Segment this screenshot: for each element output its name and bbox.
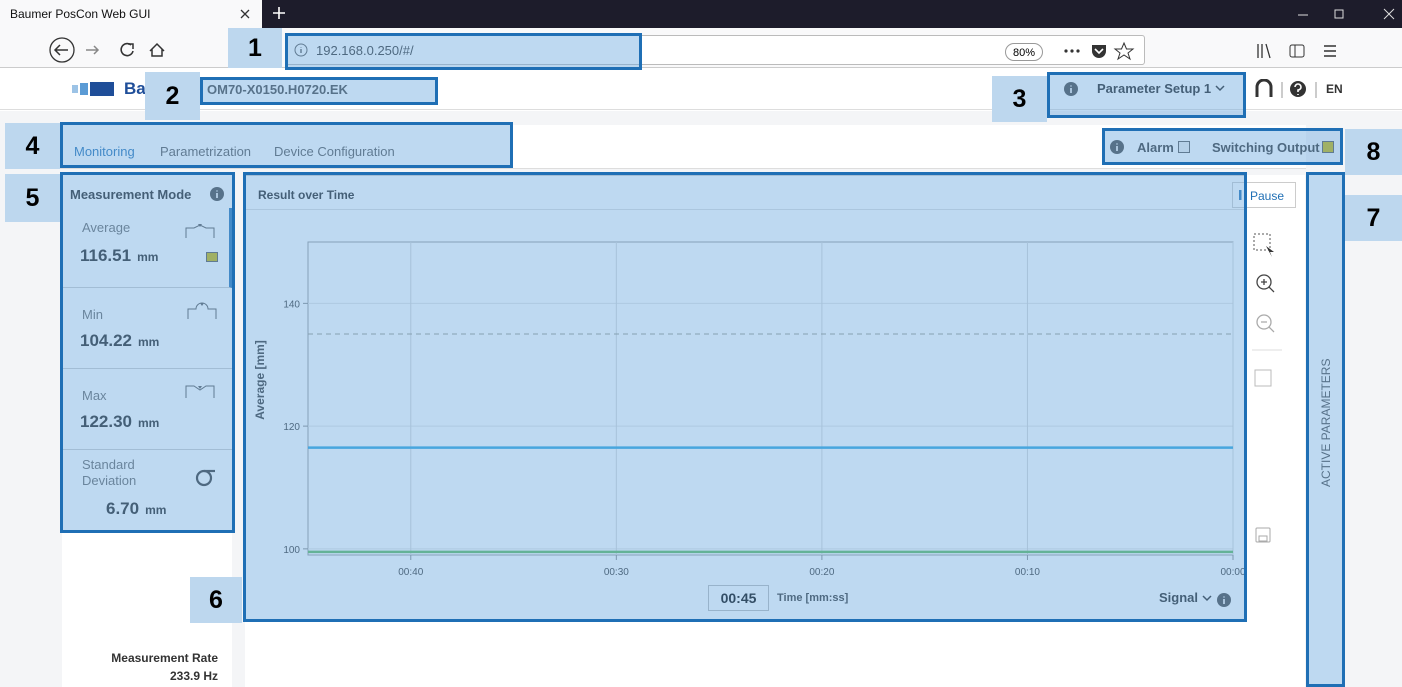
mode-value: 6.70 mm bbox=[106, 499, 166, 519]
x-tick-label: 00:20 bbox=[809, 567, 834, 578]
info-icon bbox=[1064, 82, 1078, 96]
callout-number: 3 bbox=[992, 76, 1047, 122]
callout-number: 2 bbox=[145, 72, 200, 120]
logo-mark bbox=[72, 82, 114, 96]
panel-title: Measurement Mode bbox=[70, 187, 192, 202]
browser-tab[interactable]: Baumer PosCon Web GUI bbox=[0, 0, 262, 28]
callout-box bbox=[60, 172, 235, 533]
info-icon bbox=[210, 187, 224, 201]
nav-buttons[interactable] bbox=[48, 36, 178, 64]
value: 116.51 bbox=[80, 246, 132, 265]
callout-box bbox=[1306, 172, 1345, 687]
unit: mm bbox=[137, 250, 159, 264]
mode-value: 116.51 mm bbox=[80, 246, 158, 266]
y-tick-label: 140 bbox=[283, 299, 300, 310]
callout-number: 7 bbox=[1345, 195, 1402, 241]
device-name: OM70-X0150.H0720.EK bbox=[207, 82, 348, 97]
mode-item[interactable]: Standard Deviation 6.70 mm bbox=[62, 451, 232, 533]
mode-label: Max bbox=[82, 388, 107, 403]
tab-strip: Monitoring Parametrization Device Config… bbox=[60, 125, 1306, 169]
mode-value: 122.30 mm bbox=[80, 412, 159, 432]
zoom-badge[interactable]: 80% bbox=[1005, 43, 1043, 61]
window-controls[interactable] bbox=[1290, 6, 1400, 22]
alarm-indicator bbox=[1178, 141, 1190, 153]
active-parameters-bar[interactable]: ACTIVE PARAMETERS bbox=[1308, 175, 1344, 687]
tab-close[interactable] bbox=[240, 9, 250, 19]
callout-box bbox=[285, 33, 642, 70]
mode-icon bbox=[185, 385, 215, 398]
tab-title: Baumer PosCon Web GUI bbox=[10, 7, 151, 21]
x-tick-label: 00:10 bbox=[1015, 567, 1040, 578]
unit: mm bbox=[145, 503, 167, 517]
alarm-label: Alarm bbox=[1137, 140, 1174, 155]
signal-icons bbox=[1202, 593, 1231, 607]
callout-number: 1 bbox=[228, 28, 282, 68]
language[interactable]: EN bbox=[1326, 82, 1343, 96]
callout-box bbox=[1102, 128, 1343, 165]
callout-box bbox=[60, 122, 513, 168]
x-tick-label: 00:30 bbox=[604, 567, 629, 578]
mode-item[interactable]: Min 104.22 mm bbox=[62, 289, 232, 369]
unit: mm bbox=[138, 335, 160, 349]
y-tick-label: 120 bbox=[283, 422, 300, 433]
callout-number: 4 bbox=[5, 123, 60, 169]
callout-number: 6 bbox=[190, 577, 242, 623]
mode-value: 104.22 mm bbox=[80, 331, 159, 351]
switch-indicator bbox=[206, 252, 218, 262]
value: 6.70 bbox=[106, 499, 140, 518]
callout-box bbox=[243, 172, 1247, 622]
info-icon bbox=[1110, 140, 1124, 154]
callout-number: 5 bbox=[5, 174, 60, 222]
url-bar[interactable]: 192.168.0.250/#/ bbox=[285, 35, 1145, 65]
value: 104.22 bbox=[80, 331, 132, 350]
mode-label: Average bbox=[82, 220, 131, 235]
x-tick-label: 00:40 bbox=[398, 567, 423, 578]
chart-title: Result over Time bbox=[258, 188, 355, 202]
mode-label: Min bbox=[82, 307, 103, 322]
unit: mm bbox=[138, 416, 160, 430]
pause-label: Pause bbox=[1250, 189, 1285, 203]
rate-label: Measurement Rate bbox=[111, 651, 218, 665]
time-window[interactable]: 00:45 bbox=[708, 585, 769, 611]
info-icon bbox=[294, 43, 308, 57]
chart-tools[interactable] bbox=[1252, 232, 1282, 552]
rate-value: 233.9 Hz bbox=[169, 669, 218, 683]
mode-icon bbox=[187, 302, 217, 319]
dropdown-caret bbox=[1215, 85, 1225, 92]
header-icons[interactable] bbox=[1254, 79, 1364, 99]
switching-output-indicator bbox=[1322, 141, 1334, 153]
value: 122.30 bbox=[80, 412, 132, 431]
sigma-icon bbox=[195, 469, 215, 487]
chart-card: Result over Time bbox=[245, 175, 1245, 620]
url-text: 192.168.0.250/#/ bbox=[316, 43, 414, 58]
parameter-setup[interactable]: Parameter Setup 1 bbox=[1097, 81, 1212, 96]
callout-box bbox=[200, 77, 438, 105]
signal-selector[interactable]: Signal bbox=[1159, 590, 1199, 605]
x-axis-label: Time [mm:ss] bbox=[777, 592, 849, 604]
new-tab[interactable] bbox=[272, 6, 286, 20]
browser-toolbar-icons[interactable] bbox=[1062, 40, 1402, 62]
tab-device-configuration[interactable]: Device Configuration bbox=[274, 144, 395, 159]
y-axis-label: Average [mm] bbox=[253, 340, 267, 420]
mode-item[interactable]: Average 116.51 mm bbox=[62, 208, 232, 288]
switching-output-label: Switching Output bbox=[1212, 140, 1320, 155]
mode-label: Standard Deviation bbox=[82, 457, 137, 488]
x-tick-label: 00:00 bbox=[1220, 567, 1245, 578]
y-tick-label: 100 bbox=[283, 545, 300, 556]
callout-number: 8 bbox=[1345, 129, 1402, 175]
mode-icon bbox=[185, 224, 215, 238]
callout-box bbox=[1047, 72, 1246, 118]
tab-monitoring[interactable]: Monitoring bbox=[74, 144, 135, 159]
tab-parametrization[interactable]: Parametrization bbox=[160, 144, 252, 159]
mode-item[interactable]: Max 122.30 mm bbox=[62, 370, 232, 450]
chart-header bbox=[246, 176, 1244, 210]
